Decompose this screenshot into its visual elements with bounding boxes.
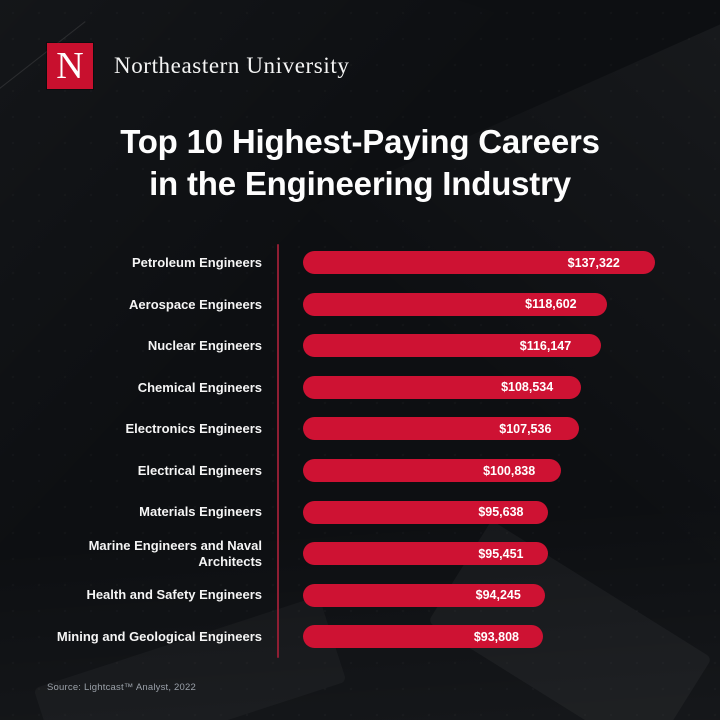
bar: $93,808: [303, 625, 543, 649]
chart-row: Chemical Engineers $108,534: [0, 367, 720, 409]
chart-row: Marine Engineers and Naval Architects $9…: [0, 533, 720, 575]
northeastern-logo: N: [47, 43, 93, 89]
value-label: $95,638: [478, 505, 524, 520]
chart-row: Nuclear Engineers $116,147: [0, 325, 720, 367]
title-line-2: in the Engineering Industry: [149, 165, 571, 203]
chart-row: Mining and Geological Engineers $93,808: [0, 616, 720, 658]
chart-row: Aerospace Engineers $118,602: [0, 284, 720, 326]
title-line-1: Top 10 Highest-Paying Careers: [120, 123, 600, 160]
chart-row: Health and Safety Engineers $94,245: [0, 574, 720, 616]
category-label: Chemical Engineers: [137, 379, 262, 395]
brand-name: Northeastern University: [114, 53, 350, 78]
bar-track: $100,838: [303, 459, 720, 482]
value-label: $137,322: [567, 255, 620, 270]
chart-row: Materials Engineers $95,638: [0, 491, 720, 533]
value-label: $107,536: [499, 421, 552, 436]
chart-row: Electrical Engineers $100,838: [0, 450, 720, 492]
bar: $118,602: [303, 292, 607, 316]
category-label: Mining and Geological Engineers: [56, 629, 262, 645]
value-label: $116,147: [519, 338, 572, 353]
logo-letter: N: [56, 45, 84, 87]
bar-track: $95,638: [303, 500, 720, 524]
value-label: $100,838: [483, 463, 536, 478]
value-label: $95,451: [478, 546, 524, 561]
bar: $116,147: [303, 334, 601, 358]
bar-track: $94,245: [303, 583, 720, 607]
value-label: $118,602: [525, 297, 577, 312]
bar-track: $93,808: [303, 625, 720, 649]
source-note: Source: Lightcast™ Analyst, 2022: [47, 682, 196, 693]
bar: $137,322: [303, 251, 655, 275]
bar: $107,536: [303, 417, 579, 441]
bar: $95,638: [303, 500, 548, 524]
bar: $95,451: [303, 542, 548, 566]
bar: $94,245: [303, 583, 545, 607]
category-label: Electronics Engineers: [125, 421, 262, 437]
axis-line: [277, 244, 279, 658]
chart-row: Petroleum Engineers $137,322: [0, 242, 720, 284]
bar-track: $137,322: [303, 251, 720, 275]
chart-row: Electronics Engineers $107,536: [0, 408, 720, 450]
category-label: Health and Safety Engineers: [86, 587, 262, 603]
bar-track: $116,147: [303, 334, 720, 358]
value-label: $108,534: [501, 380, 554, 395]
value-label: $93,808: [473, 629, 519, 644]
category-label: Materials Engineers: [139, 504, 262, 520]
bar-track: $118,602: [303, 292, 720, 316]
category-label: Aerospace Engineers: [129, 296, 262, 312]
category-label: Nuclear Engineers: [147, 338, 262, 354]
bar-chart: Petroleum Engineers $137,322 Aerospace E…: [0, 242, 720, 658]
bar-track: $107,536: [303, 417, 720, 441]
bar-track: $95,451: [303, 542, 720, 566]
bar-track: $108,534: [303, 375, 720, 399]
chart-rows: Petroleum Engineers $137,322 Aerospace E…: [0, 242, 720, 657]
category-label: Electrical Engineers: [137, 462, 262, 478]
bar: $108,534: [303, 375, 581, 399]
brand-header: N Northeastern University: [47, 43, 349, 89]
category-label: Petroleum Engineers: [131, 255, 262, 271]
page-title: Top 10 Highest-Paying Careers in the Eng…: [0, 121, 720, 205]
value-label: $94,245: [475, 588, 521, 603]
bar: $100,838: [303, 459, 561, 482]
category-label: Marine Engineers and Naval Architects: [88, 538, 262, 569]
